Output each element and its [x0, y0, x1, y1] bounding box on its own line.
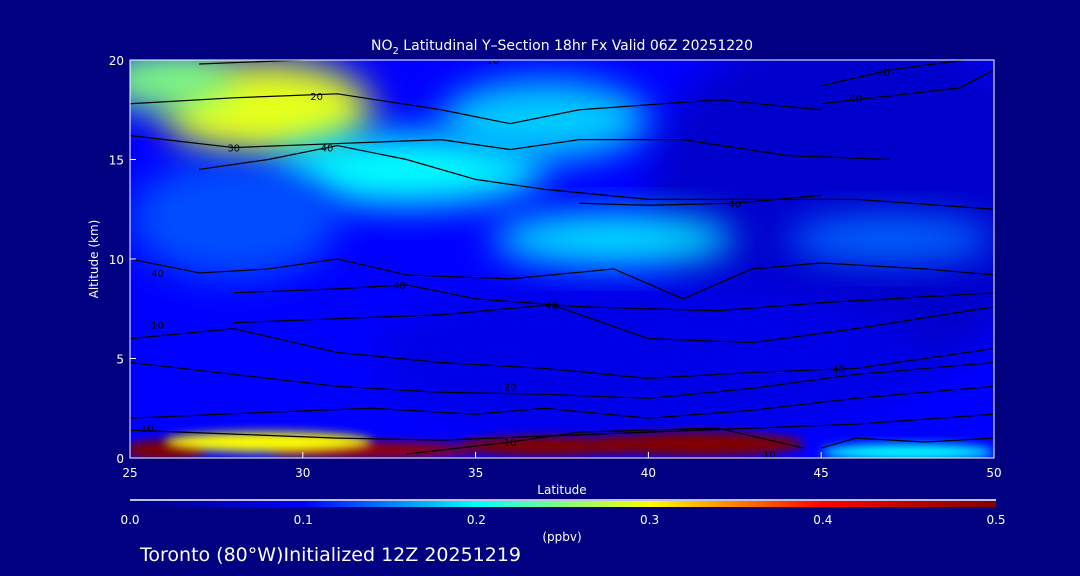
contour-line — [130, 258, 994, 300]
field-patch — [130, 60, 234, 110]
contour-line — [130, 135, 891, 161]
contour-label: 10 — [763, 450, 776, 461]
field-patch — [458, 436, 632, 457]
contour-line — [233, 304, 994, 344]
colorbar-label: (ppbv) — [542, 530, 581, 544]
colorbar-tick-label: 0.3 — [640, 513, 659, 527]
x-tick-label: 50 — [986, 466, 1001, 480]
contour-line — [130, 413, 994, 441]
contour-lines — [130, 60, 994, 455]
y-tick-label: 5 — [116, 353, 124, 367]
field-patch — [786, 215, 994, 263]
contour-label: 30 — [227, 144, 240, 155]
contour-line — [821, 437, 994, 449]
field-patch — [371, 278, 925, 439]
contour-label: 10 — [141, 424, 154, 435]
chart-title: NO2 Latitudinal Y–Section 18hr Fx Valid … — [371, 38, 753, 57]
y-tick-label: 10 — [109, 253, 124, 267]
contour-label: 20 — [504, 382, 517, 393]
contour-line — [233, 284, 994, 312]
x-tick-label: 40 — [641, 466, 656, 480]
y-axis-ticks: 0 5 10 15 20 — [109, 54, 136, 466]
contour-line — [821, 69, 994, 105]
colorbar-tick-label: 0.2 — [467, 513, 486, 527]
contour-label: 40 — [151, 269, 164, 280]
colorbar-tick-label: 0.5 — [986, 513, 1005, 527]
contour-label: 40 — [321, 144, 334, 155]
x-axis-ticks: 25 30 35 40 45 50 — [122, 452, 1002, 480]
contour-labels: 10 20 20 30 40 40 40 40 40 40 10 40 20 10 10 10 — [141, 56, 890, 461]
x-tick-label: 45 — [814, 466, 829, 480]
contour-label: 20 — [877, 68, 890, 79]
y-tick-label: 20 — [109, 54, 124, 68]
contour-label: 40 — [832, 364, 845, 375]
x-tick-label: 25 — [122, 466, 137, 480]
contour-line — [130, 328, 994, 380]
colorbar-tick-label: 0.1 — [294, 513, 313, 527]
colorbar-tick-label: 0.4 — [813, 513, 832, 527]
contour-line — [130, 385, 994, 419]
contour-line — [130, 361, 994, 399]
contour-line — [406, 427, 805, 455]
field-patch — [441, 79, 649, 160]
contour-label: 40 — [728, 199, 741, 210]
field-patch — [821, 444, 994, 458]
x-axis-label: Latitude — [537, 483, 586, 497]
concentration-field — [130, 60, 994, 458]
field-patch — [492, 213, 735, 265]
contour-line — [130, 93, 822, 125]
x-tick-label: 30 — [295, 466, 310, 480]
contour-line — [199, 144, 994, 210]
colorbar-tick-label: 0.0 — [120, 513, 139, 527]
footer-location-init: Toronto (80°W)Initialized 12Z 20251219 — [139, 544, 521, 566]
contour-label: 10 — [504, 438, 517, 449]
y-axis-label: Altitude (km) — [87, 220, 101, 299]
y-tick-label: 0 — [116, 452, 124, 466]
x-tick-label: 35 — [468, 466, 483, 480]
y-tick-label: 15 — [109, 154, 124, 168]
colorbar-ticks: 0.0 0.1 0.2 0.3 0.4 0.5 — [120, 513, 1005, 527]
contour-label: 20 — [310, 92, 323, 103]
field-patch — [130, 159, 338, 279]
contour-label: 10 — [151, 321, 164, 332]
contour-line — [579, 194, 822, 206]
colorbar — [130, 501, 996, 507]
contour-label: 40 — [849, 94, 862, 105]
field-patch — [596, 432, 804, 457]
contour-label: 10 — [487, 56, 500, 67]
contour-label: 40 — [545, 301, 558, 312]
contour-line — [199, 60, 511, 65]
contour-label: 40 — [393, 281, 406, 292]
contour-line — [821, 60, 969, 87]
field-patch — [268, 133, 545, 206]
